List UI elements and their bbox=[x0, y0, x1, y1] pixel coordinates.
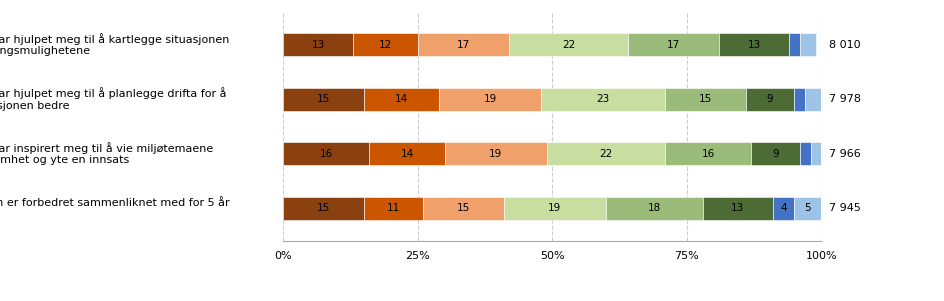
Bar bbox=[423, 197, 504, 219]
Bar bbox=[417, 33, 509, 56]
Bar bbox=[800, 33, 816, 56]
Bar bbox=[800, 142, 811, 165]
Text: 13: 13 bbox=[312, 40, 325, 50]
Text: 11: 11 bbox=[387, 203, 400, 213]
Text: 19: 19 bbox=[489, 149, 502, 159]
Bar bbox=[719, 33, 789, 56]
Text: 16: 16 bbox=[320, 149, 333, 159]
Text: 7 966: 7 966 bbox=[830, 149, 861, 159]
Text: 17: 17 bbox=[457, 40, 470, 50]
Text: 14: 14 bbox=[395, 94, 408, 104]
Bar bbox=[509, 33, 628, 56]
Text: 15: 15 bbox=[699, 94, 712, 104]
Text: 9: 9 bbox=[767, 94, 773, 104]
Text: 17: 17 bbox=[666, 40, 680, 50]
Bar bbox=[811, 142, 827, 165]
Text: 8 010: 8 010 bbox=[830, 40, 861, 50]
Text: 7 945: 7 945 bbox=[830, 203, 861, 213]
Text: 4: 4 bbox=[781, 203, 787, 213]
Text: 16: 16 bbox=[701, 149, 715, 159]
Bar bbox=[353, 33, 417, 56]
Bar bbox=[795, 197, 821, 219]
Bar bbox=[805, 88, 821, 111]
Text: 15: 15 bbox=[317, 203, 330, 213]
Text: 23: 23 bbox=[597, 94, 610, 104]
Text: 19: 19 bbox=[483, 94, 497, 104]
Bar bbox=[283, 88, 364, 111]
Bar bbox=[542, 88, 666, 111]
Bar bbox=[445, 142, 547, 165]
Text: 12: 12 bbox=[379, 40, 392, 50]
Bar bbox=[369, 142, 445, 165]
Text: 13: 13 bbox=[748, 40, 761, 50]
Bar bbox=[628, 33, 719, 56]
Bar bbox=[439, 88, 542, 111]
Text: 22: 22 bbox=[599, 149, 613, 159]
Bar bbox=[364, 197, 423, 219]
Text: 13: 13 bbox=[732, 203, 745, 213]
Bar bbox=[773, 197, 795, 219]
Text: 7 978: 7 978 bbox=[830, 94, 861, 104]
Bar bbox=[751, 142, 800, 165]
Bar bbox=[606, 197, 703, 219]
Bar bbox=[504, 197, 606, 219]
Bar bbox=[666, 142, 751, 165]
Bar bbox=[283, 142, 369, 165]
Bar bbox=[666, 88, 746, 111]
Text: 15: 15 bbox=[317, 94, 330, 104]
Bar bbox=[789, 33, 800, 56]
Bar bbox=[283, 197, 364, 219]
Bar bbox=[547, 142, 666, 165]
Text: 15: 15 bbox=[457, 203, 470, 213]
Text: 9: 9 bbox=[772, 149, 779, 159]
Text: 14: 14 bbox=[400, 149, 413, 159]
Text: 18: 18 bbox=[648, 203, 661, 213]
Bar bbox=[703, 197, 773, 219]
Text: 19: 19 bbox=[548, 203, 562, 213]
Bar bbox=[364, 88, 439, 111]
Text: 5: 5 bbox=[804, 203, 811, 213]
Bar bbox=[283, 33, 353, 56]
Text: 22: 22 bbox=[562, 40, 575, 50]
Bar bbox=[795, 88, 805, 111]
Bar bbox=[746, 88, 795, 111]
